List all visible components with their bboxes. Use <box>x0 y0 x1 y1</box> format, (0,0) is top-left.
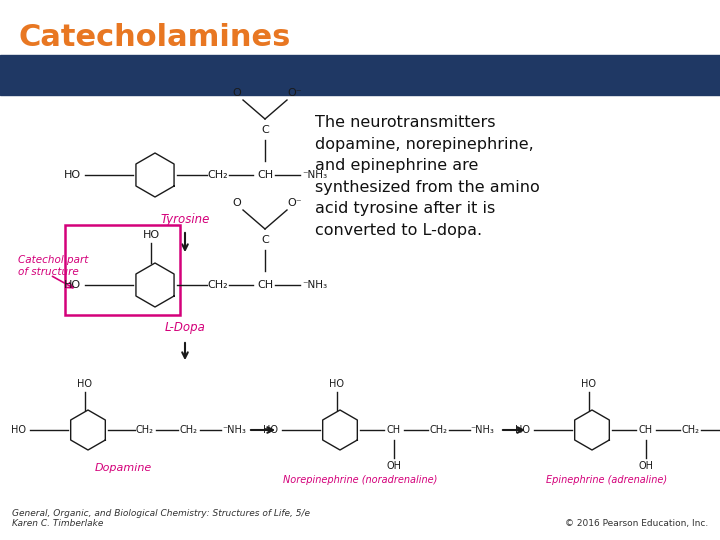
Text: OH: OH <box>387 461 402 471</box>
Text: HO: HO <box>143 230 160 240</box>
Text: Dopamine: Dopamine <box>94 463 152 473</box>
Text: CH₂: CH₂ <box>136 425 154 435</box>
Text: HO: HO <box>263 425 278 435</box>
Text: ⁻NH₃: ⁻NH₃ <box>470 425 494 435</box>
Text: OH: OH <box>639 461 654 471</box>
Text: Catecholamines: Catecholamines <box>18 24 290 52</box>
Text: O⁻: O⁻ <box>288 198 302 208</box>
Text: C: C <box>261 125 269 135</box>
Text: Tyrosine: Tyrosine <box>161 213 210 226</box>
Text: ⁻NH₃: ⁻NH₃ <box>302 170 328 180</box>
Text: The neurotransmitters
dopamine, norepinephrine,
and epinephrine are
synthesized : The neurotransmitters dopamine, norepine… <box>315 115 540 238</box>
Text: O: O <box>233 88 241 98</box>
Text: © 2016 Pearson Education, Inc.: © 2016 Pearson Education, Inc. <box>564 519 708 528</box>
Text: CH₂: CH₂ <box>180 425 198 435</box>
Text: CH: CH <box>387 425 401 435</box>
Text: CH: CH <box>257 170 273 180</box>
Text: HO: HO <box>515 425 530 435</box>
Text: CH₂: CH₂ <box>681 425 699 435</box>
Text: HO: HO <box>11 425 26 435</box>
Text: General, Organic, and Biological Chemistry: Structures of Life, 5/e
Karen C. Tim: General, Organic, and Biological Chemist… <box>12 509 310 528</box>
Text: HO: HO <box>64 280 81 290</box>
Text: L-Dopa: L-Dopa <box>165 321 205 334</box>
Text: HO: HO <box>582 379 596 389</box>
Text: C: C <box>261 235 269 245</box>
Text: HO: HO <box>330 379 344 389</box>
Text: CH₂: CH₂ <box>207 280 228 290</box>
Text: ⁻NH₃: ⁻NH₃ <box>302 280 328 290</box>
Text: Epinephrine (adrenaline): Epinephrine (adrenaline) <box>546 475 667 485</box>
Text: CH₂: CH₂ <box>207 170 228 180</box>
Text: CH: CH <box>639 425 653 435</box>
Text: HO: HO <box>64 170 81 180</box>
Text: O: O <box>233 198 241 208</box>
Text: Norepinephrine (noradrenaline): Norepinephrine (noradrenaline) <box>283 475 437 485</box>
Text: CH₂: CH₂ <box>429 425 447 435</box>
Bar <box>0 55 720 95</box>
Text: HO: HO <box>78 379 92 389</box>
Text: Catechol part
of structure: Catechol part of structure <box>18 255 89 276</box>
Text: CH: CH <box>257 280 273 290</box>
Text: O⁻: O⁻ <box>288 88 302 98</box>
Text: ⁻NH₃: ⁻NH₃ <box>222 425 246 435</box>
